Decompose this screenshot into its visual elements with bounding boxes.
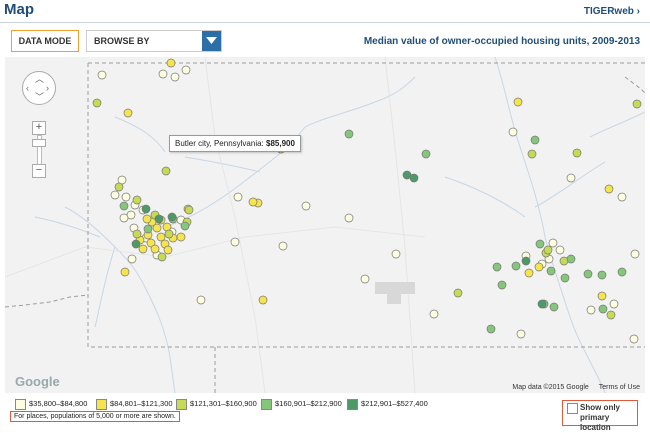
pan-control[interactable]: ︿ ﹀ ‹ ›	[22, 71, 56, 105]
map-attribution: Map data ©2015 Google Terms of Use	[504, 384, 640, 391]
map-title: Median value of owner-occupied housing u…	[363, 36, 640, 47]
legend-label: $121,301–$160,900	[190, 399, 257, 408]
primary-location-label-2: primary location	[580, 413, 611, 432]
zoom-out-button[interactable]: −	[32, 164, 46, 178]
legend-swatch	[176, 398, 187, 410]
legend-item: $121,301–$160,900	[176, 398, 257, 410]
map-data-text: Map data ©2015 Google	[512, 384, 589, 391]
legend-item: $212,901–$527,400	[347, 398, 428, 410]
map-canvas[interactable]: ︿ ﹀ ‹ › + − Butler city, Pennsylvania: $…	[5, 57, 645, 393]
primary-location-checkbox[interactable]	[567, 403, 578, 414]
map-controls: DATA MODE BROWSE BY Median value of owne…	[0, 23, 650, 55]
place-tooltip: Butler city, Pennsylvania: $85,900	[169, 135, 301, 152]
zoom-slider-handle[interactable]	[32, 139, 46, 147]
data-mode-button[interactable]: DATA MODE	[11, 30, 79, 52]
map-basemap	[5, 57, 645, 393]
chevron-down-icon[interactable]: ﹀	[35, 92, 45, 102]
tooltip-value: $85,900	[266, 139, 295, 148]
primary-location-label: Show only primary location	[580, 403, 637, 433]
terms-link[interactable]: Terms of Use	[598, 384, 640, 391]
browse-by-select[interactable]: BROWSE BY	[86, 30, 222, 52]
tooltip-place: Butler city, Pennsylvania:	[175, 139, 264, 148]
chevron-down-icon	[206, 37, 217, 44]
primary-location-label-1: Show only	[580, 403, 620, 412]
tigerweb-link[interactable]: TIGERweb ›	[583, 6, 640, 17]
page-title: Map	[4, 1, 34, 18]
legend-label: $160,901–$212,900	[275, 399, 342, 408]
legend-label: $35,800–$84,800	[29, 399, 88, 408]
primary-location-toggle[interactable]: Show only primary location	[562, 400, 638, 432]
page-header: Map TIGERweb ›	[0, 0, 650, 23]
google-logo: Google	[15, 374, 60, 389]
legend-item: $35,800–$84,800	[15, 398, 87, 410]
zoom-in-button[interactable]: +	[32, 121, 46, 135]
browse-by-label: BROWSE BY	[94, 36, 150, 46]
legend-swatch	[261, 398, 272, 410]
legend-swatch	[347, 398, 358, 410]
legend-item: $84,801–$121,300	[96, 398, 173, 410]
chevron-up-icon[interactable]: ︿	[35, 74, 45, 84]
legend-label: $84,801–$121,300	[110, 399, 173, 408]
legend-label: $212,901–$527,400	[361, 399, 428, 408]
chevron-left-icon[interactable]: ‹	[26, 83, 29, 93]
population-note: For places, populations of 5,000 or more…	[10, 411, 180, 422]
dropdown-button[interactable]	[202, 31, 221, 51]
chevron-right-icon[interactable]: ›	[46, 83, 49, 93]
legend-item: $160,901–$212,900	[261, 398, 342, 410]
map-legend: $35,800–$84,800 $84,801–$121,300 $121,30…	[0, 395, 650, 432]
legend-swatch	[96, 398, 107, 410]
legend-swatch	[15, 398, 26, 410]
